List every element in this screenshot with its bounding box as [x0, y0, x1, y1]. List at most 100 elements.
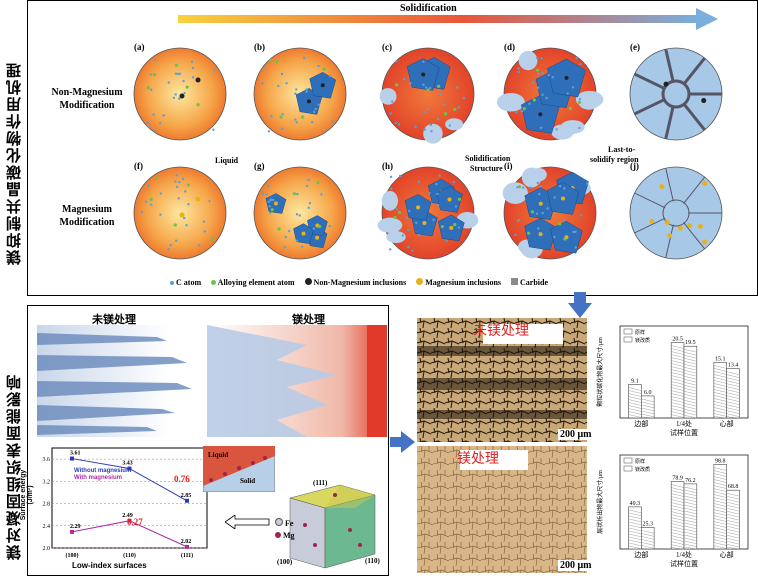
bar-hatch: [726, 505, 740, 509]
bar-hatch: [671, 366, 685, 370]
bar-category-label: 心部: [720, 419, 734, 428]
se-point: [185, 544, 189, 549]
bar-legend-label: 原样: [635, 458, 645, 465]
annot-solid-2: Structure: [470, 164, 503, 173]
bar-hatch: [671, 363, 685, 367]
bar-hatch: [726, 523, 740, 527]
bar-hatch: [726, 410, 740, 414]
annot-last-1: Last-to-: [608, 145, 636, 154]
crystal-liquid-label: Liquid: [208, 451, 229, 459]
bar-hatch: [713, 482, 727, 486]
bar-legend-swatch: [623, 457, 633, 464]
bar-hatch: [726, 532, 740, 536]
bar-hatch: [671, 496, 685, 500]
bar-hatch: [641, 530, 655, 534]
bar-hatch: [726, 398, 740, 402]
bar-hatch: [726, 404, 740, 408]
bar-hatch: [713, 413, 727, 417]
bar-hatch: [671, 535, 685, 539]
se-value-label: 2.49: [122, 513, 133, 519]
legend-item-nonmg: Non-Magnesium inclusions: [304, 278, 406, 287]
bar-hatch: [671, 381, 685, 385]
bar-hatch: [726, 499, 740, 503]
bar-hatch: [671, 414, 685, 418]
bar-hatch: [726, 413, 740, 417]
bar-hatch: [726, 529, 740, 533]
bar-hatch: [713, 392, 727, 396]
bar-hatch: [683, 412, 697, 416]
sphere-0-0: [133, 47, 227, 141]
bar-hatch: [683, 501, 697, 506]
se-point: [127, 466, 132, 471]
bar-hatch: [671, 487, 685, 491]
mechanism-side-title: 镁抑制共晶碳化物作用机理: [5, 61, 23, 265]
bar-hatch: [671, 511, 685, 515]
dendrite-fingers-left: [37, 333, 192, 435]
row2-label-2: Modification: [59, 217, 115, 228]
bar-hatch: [683, 391, 697, 395]
bar-hatch: [628, 527, 642, 532]
bar-hatch: [628, 396, 642, 400]
sphere-1-3: [502, 166, 597, 260]
bar-hatch: [683, 349, 697, 353]
bar-hatch: [683, 379, 697, 383]
bar-hatch: [713, 488, 727, 492]
bar-value-label: 20.5: [672, 337, 683, 343]
micro-mg-label: 镁处理: [457, 451, 499, 467]
bar: [713, 464, 727, 550]
bar-hatch: [713, 467, 727, 471]
bar-hatch: [726, 517, 740, 521]
bar-category-label: 边部: [634, 419, 648, 428]
bar-hatch: [726, 514, 740, 518]
bar-hatch: [628, 521, 642, 526]
bar-hatch: [726, 526, 740, 530]
down-arrow-icon: [568, 292, 592, 318]
bar-hatch: [713, 545, 727, 549]
se-xlabel: Low-index surfaces: [72, 561, 147, 570]
bar-hatch: [713, 368, 727, 372]
bar-legend-swatch: [623, 465, 633, 472]
bar-hatch: [683, 507, 697, 512]
bar-hatch: [671, 345, 685, 349]
panel-letter-d: (d): [504, 42, 515, 52]
bar-hatch: [671, 523, 685, 527]
bar-hatch: [683, 537, 697, 542]
bar-hatch: [683, 534, 697, 539]
bar-hatch: [713, 527, 727, 531]
bar-hatch: [726, 493, 740, 497]
bar-hatch: [671, 408, 685, 412]
bar-hatch: [628, 536, 642, 541]
bar-hatch: [671, 493, 685, 497]
panel-letter-b: (b): [254, 42, 265, 52]
bar-hatch: [713, 407, 727, 411]
bar-hatch: [683, 525, 697, 530]
bar-hatch: [683, 498, 697, 503]
annot-solid-1: Solidification: [465, 154, 511, 163]
bar-hatch: [641, 413, 655, 418]
bar-hatch: [683, 358, 697, 362]
bar-xlabel: 试样位置: [670, 428, 698, 437]
bar-hatch: [683, 397, 697, 401]
bar-hatch: [726, 383, 740, 387]
bar-legend-label: 镁改质: [635, 337, 650, 344]
bar-hatch: [641, 410, 655, 415]
bar-hatch: [713, 485, 727, 489]
dendrite-images: [37, 325, 387, 437]
bar-hatch: [628, 545, 642, 550]
legend-item-mg: Magnesium inclusions: [416, 278, 501, 287]
se-value-label: 3.61: [70, 451, 81, 457]
bar-hatch: [683, 510, 697, 515]
bar-hatch: [671, 490, 685, 494]
bar-hatch: [641, 416, 655, 419]
left-arrow-icon: [225, 515, 270, 529]
bar-hatch: [726, 389, 740, 393]
se-point: [70, 529, 74, 534]
bar-hatch: [683, 355, 697, 359]
bar-hatch: [628, 414, 642, 418]
bar-hatch: [671, 396, 685, 400]
bar-hatch: [628, 530, 642, 535]
surface-energy-chart: 2.0 2.4 2.8 3.2 3.6 (100) (110) (111) 3.61 3.43 2…: [43, 447, 208, 559]
bar-hatch: [713, 416, 727, 419]
